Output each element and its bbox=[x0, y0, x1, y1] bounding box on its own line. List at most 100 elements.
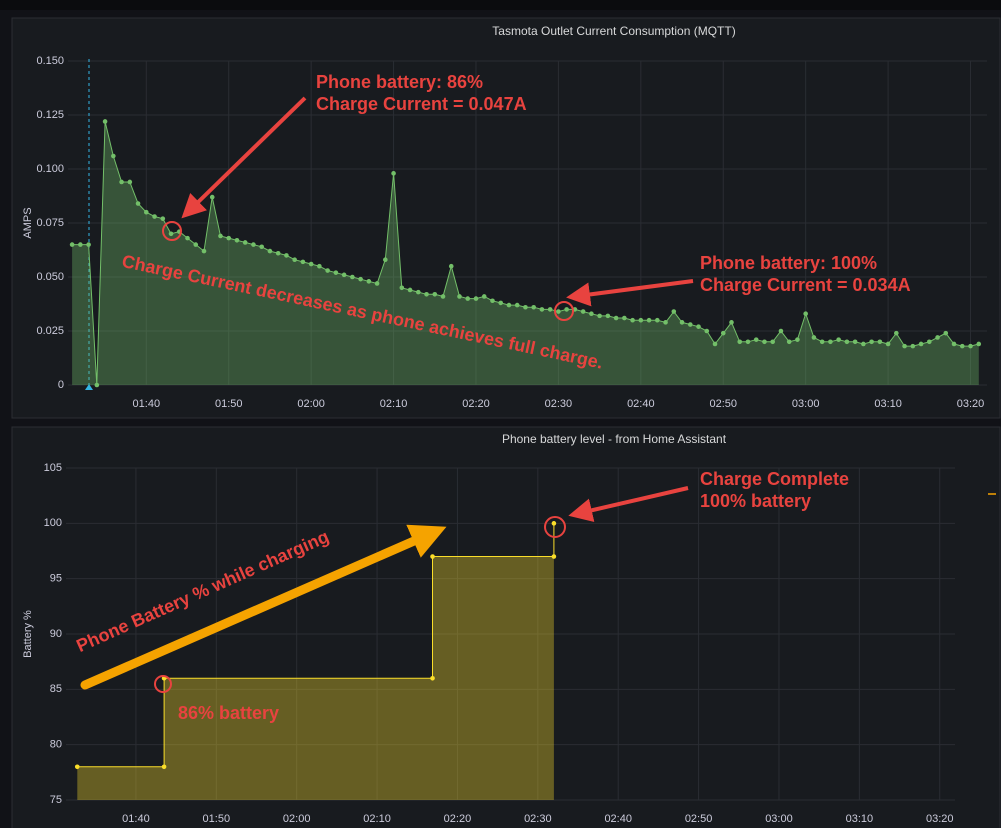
point bbox=[902, 343, 907, 349]
point bbox=[160, 216, 166, 221]
y-tick-label: 0.050 bbox=[36, 271, 64, 283]
point bbox=[102, 119, 108, 124]
x-tick-label: 02:30 bbox=[524, 813, 552, 825]
point bbox=[663, 320, 668, 325]
point bbox=[828, 339, 833, 345]
y-tick-label: 0.150 bbox=[36, 55, 64, 67]
point bbox=[531, 304, 536, 310]
point bbox=[86, 242, 91, 247]
point bbox=[284, 253, 289, 258]
point bbox=[325, 268, 330, 273]
point bbox=[144, 209, 149, 215]
point bbox=[539, 307, 545, 312]
point bbox=[646, 317, 652, 323]
point bbox=[894, 330, 899, 336]
panel-title: Tasmota Outlet Current Consumption (MQTT… bbox=[492, 24, 735, 38]
point bbox=[300, 259, 306, 265]
point bbox=[729, 320, 734, 325]
point bbox=[185, 235, 190, 241]
arrow bbox=[568, 486, 689, 522]
arrow bbox=[80, 524, 447, 690]
point bbox=[366, 279, 372, 284]
point bbox=[556, 309, 561, 314]
point bbox=[861, 341, 866, 347]
highlight-circle bbox=[544, 516, 566, 538]
point bbox=[317, 263, 322, 269]
point bbox=[111, 153, 116, 159]
point bbox=[440, 294, 446, 299]
point bbox=[209, 194, 215, 200]
y-tick-label: 0.125 bbox=[36, 109, 64, 121]
x-tick-label: 02:50 bbox=[709, 398, 737, 410]
y-tick-label: 80 bbox=[50, 739, 62, 751]
point bbox=[551, 554, 557, 559]
y-tick-label: 85 bbox=[50, 683, 62, 695]
annotation: Charge Current = 0.034A bbox=[700, 275, 911, 295]
point bbox=[976, 341, 982, 347]
point bbox=[193, 242, 199, 247]
point bbox=[161, 764, 167, 770]
x-tick-label: 01:40 bbox=[133, 398, 161, 410]
point bbox=[910, 343, 916, 349]
x-tick-label: 01:50 bbox=[215, 398, 243, 410]
point bbox=[514, 302, 520, 308]
area bbox=[72, 121, 979, 385]
y-tick-label: 90 bbox=[50, 628, 62, 640]
x-tick-label: 02:10 bbox=[363, 813, 391, 825]
point bbox=[712, 341, 718, 347]
arrow bbox=[566, 279, 694, 307]
point bbox=[819, 339, 825, 345]
top-bar bbox=[0, 0, 1001, 10]
x-tick-label: 03:10 bbox=[846, 813, 874, 825]
point bbox=[127, 179, 133, 185]
x-tick-label: 02:00 bbox=[283, 813, 311, 825]
point bbox=[551, 521, 557, 526]
point bbox=[119, 179, 124, 185]
x-tick-label: 01:50 bbox=[203, 813, 231, 825]
point bbox=[292, 257, 297, 263]
point bbox=[927, 339, 932, 345]
x-tick-label: 02:10 bbox=[380, 398, 408, 410]
point bbox=[737, 339, 743, 345]
point bbox=[473, 296, 479, 301]
y-axis-label: AMPS bbox=[22, 207, 34, 238]
annotation: 86% battery bbox=[178, 703, 279, 723]
area bbox=[77, 523, 554, 800]
point bbox=[333, 270, 339, 275]
point bbox=[885, 341, 891, 347]
point bbox=[547, 307, 553, 312]
point bbox=[877, 339, 883, 345]
annotation-marker-tip bbox=[85, 384, 93, 390]
annotation: 100% battery bbox=[700, 491, 811, 511]
point bbox=[778, 328, 784, 334]
point bbox=[391, 171, 396, 176]
x-tick-label: 02:40 bbox=[604, 813, 632, 825]
point bbox=[745, 339, 751, 345]
point bbox=[622, 315, 627, 321]
point bbox=[597, 313, 602, 319]
x-tick-label: 03:00 bbox=[792, 398, 820, 410]
point bbox=[704, 328, 710, 334]
point bbox=[935, 335, 940, 340]
point bbox=[457, 294, 462, 299]
point bbox=[424, 291, 429, 297]
point bbox=[465, 296, 471, 301]
y-tick-label: 100 bbox=[44, 517, 62, 529]
point bbox=[448, 263, 454, 269]
point bbox=[655, 317, 660, 323]
point bbox=[580, 309, 586, 314]
point bbox=[218, 233, 223, 239]
x-tick-label: 01:40 bbox=[122, 813, 150, 825]
point bbox=[852, 339, 858, 345]
point bbox=[415, 289, 421, 295]
point bbox=[630, 317, 635, 323]
point bbox=[679, 320, 685, 325]
point bbox=[399, 285, 405, 291]
y-tick-label: 75 bbox=[50, 794, 62, 806]
point bbox=[201, 248, 207, 254]
y-tick-label: 0.075 bbox=[36, 217, 64, 229]
y-axis-label: Battery % bbox=[22, 610, 34, 658]
point bbox=[78, 242, 83, 247]
